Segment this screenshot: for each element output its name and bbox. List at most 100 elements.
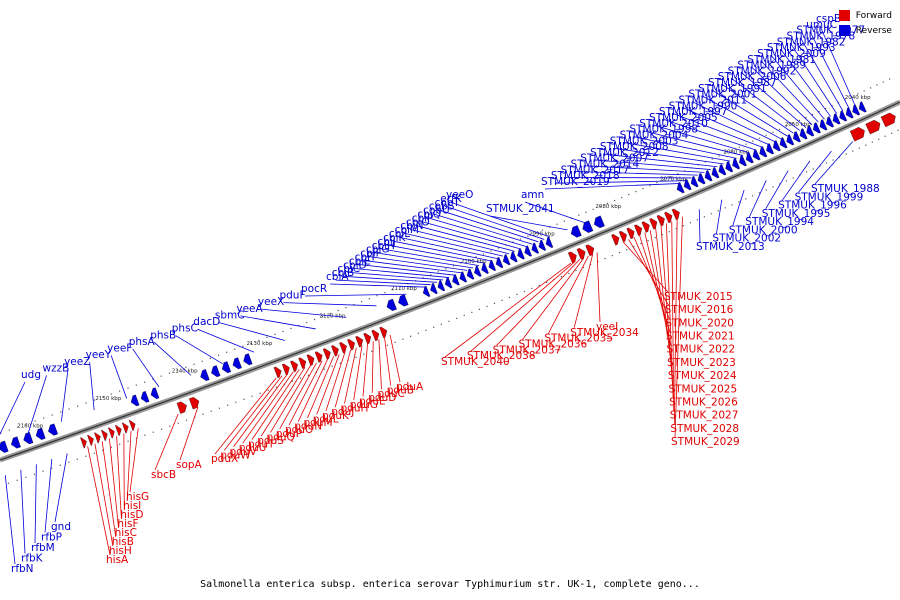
gene-label-STMUK_2022: STMUK_2022 <box>667 344 736 356</box>
minor-tick-bottom <box>409 335 412 337</box>
minor-tick-top <box>752 140 754 142</box>
gene-leader-line <box>444 262 572 358</box>
minor-tick-bottom <box>177 422 179 424</box>
gene-leader-line <box>378 339 382 390</box>
forward-gene-arrow <box>634 224 643 236</box>
gene-leader-line <box>279 362 317 429</box>
minor-tick-bottom <box>508 296 511 299</box>
minor-tick-top <box>585 211 587 213</box>
gene-label-STMUK_2034: STMUK_2034 <box>570 327 639 339</box>
gene-leader-line <box>4 475 16 565</box>
gene-label-STMUK_2036: STMUK_2036 <box>519 339 588 351</box>
gene-label-STMUK_2015: STMUK_2015 <box>664 291 733 303</box>
gene-label-cbiP: cbiP <box>412 212 434 224</box>
minor-tick-top <box>250 342 252 344</box>
reverse-gene-arrow <box>200 369 210 381</box>
minor-tick-bottom <box>832 159 834 161</box>
minor-tick-bottom <box>891 132 893 134</box>
minor-tick-top <box>68 408 70 410</box>
reverse-gene-arrow <box>676 182 685 194</box>
minor-tick-top <box>519 238 522 240</box>
gene-leader-line <box>682 107 769 145</box>
minor-tick-bottom <box>682 225 685 227</box>
reverse-gene-arrow <box>502 254 511 266</box>
legend-item-forward: Forward <box>838 8 892 23</box>
gene-leader-line <box>369 256 468 271</box>
minor-tick-bottom <box>717 210 719 212</box>
forward-gene-arrow <box>880 112 896 128</box>
minor-tick-bottom <box>865 144 867 146</box>
gene-leader-line <box>554 180 685 184</box>
forward-gene-arrow <box>273 366 282 379</box>
gene-leader-line <box>116 435 122 520</box>
reverse-gene-arrow <box>243 353 253 366</box>
gene-label-rfbN: rfbN <box>11 563 34 575</box>
gene-label-hisD: hisD <box>120 509 143 521</box>
reverse-gene-arrow <box>582 220 594 233</box>
gene-label-cbiG: cbiG <box>366 244 390 256</box>
gene-label-pduW: pduW <box>220 449 251 461</box>
gene-leader-line <box>307 356 334 419</box>
gene-leader-line <box>347 271 443 281</box>
minor-tick-bottom <box>102 449 104 451</box>
minor-tick-bottom <box>433 326 435 328</box>
minor-tick-top <box>758 137 761 139</box>
minor-tick-top <box>497 247 499 249</box>
gene-leader-line <box>496 259 580 346</box>
gene-label-STMUK_1989: STMUK_1989 <box>737 60 806 72</box>
forward-gene-arrow <box>94 432 101 444</box>
gene-label-yeeY: yeeY <box>86 349 112 361</box>
gene-label-yeeF: yeeF <box>107 343 132 355</box>
reverse-gene-arrow <box>430 282 438 295</box>
minor-tick-top <box>592 208 594 210</box>
minor-tick-top <box>43 417 45 419</box>
minor-tick-bottom <box>779 183 781 185</box>
gene-label-phsA: phsA <box>129 336 156 348</box>
legend-label-forward: Forward <box>855 10 892 21</box>
gene-label-hisB: hisB <box>112 536 134 548</box>
gene-label-cobS: cobS <box>429 201 455 213</box>
minor-tick-top <box>290 327 292 330</box>
forward-gene-arrow <box>298 357 307 369</box>
gene-leader-line <box>662 118 756 151</box>
minor-tick-top <box>209 357 212 359</box>
gene-label-STMUK_2004: STMUK_2004 <box>620 129 689 141</box>
gene-leader-line <box>316 354 340 415</box>
gene-leader-line <box>721 83 794 134</box>
gene-leader-line <box>438 209 539 243</box>
forward-gene-arrow <box>656 215 665 227</box>
gene-label-cobU: cobU <box>423 205 450 217</box>
reverse-gene-arrow <box>466 268 475 280</box>
minor-tick-bottom <box>654 237 656 239</box>
gene-label-erfK: erfK <box>440 193 462 205</box>
minor-tick-bottom <box>852 150 854 152</box>
gene-leader-line <box>375 252 474 269</box>
gene-label-STMUK_1995: STMUK_1995 <box>762 208 831 220</box>
gene-leader-line <box>790 43 838 114</box>
reverse-swatch <box>838 25 850 36</box>
minor-tick-top <box>168 372 171 374</box>
minor-tick-bottom <box>456 317 458 319</box>
minor-tick-top <box>718 155 720 157</box>
minor-tick-top <box>391 289 394 291</box>
gene-leader-line <box>0 381 26 435</box>
gene-leader-line <box>101 441 117 538</box>
reverse-gene-arrow <box>517 248 525 260</box>
gene-leader-line <box>270 364 312 433</box>
gene-label-cbiD: cbiD <box>343 259 366 271</box>
forward-gene-arrow <box>611 234 620 246</box>
gene-label-sbmC: sbmC <box>215 309 245 321</box>
gene-leader-line <box>352 267 450 278</box>
legend-item-reverse: Reverse <box>838 23 892 38</box>
minor-tick-top <box>824 108 827 110</box>
minor-tick-top <box>882 81 884 83</box>
reverse-gene-arrow <box>711 167 720 179</box>
minor-tick-bottom <box>243 398 245 400</box>
gene-label-STMUK_2002: STMUK_2002 <box>712 233 781 245</box>
minor-tick-bottom <box>394 341 396 343</box>
minor-tick-bottom <box>878 138 880 140</box>
gene-leader-line <box>297 358 329 422</box>
reverse-gene-arrow <box>221 361 232 374</box>
minor-tick-top <box>482 253 485 255</box>
gene-label-pduL: pduL <box>313 413 339 425</box>
